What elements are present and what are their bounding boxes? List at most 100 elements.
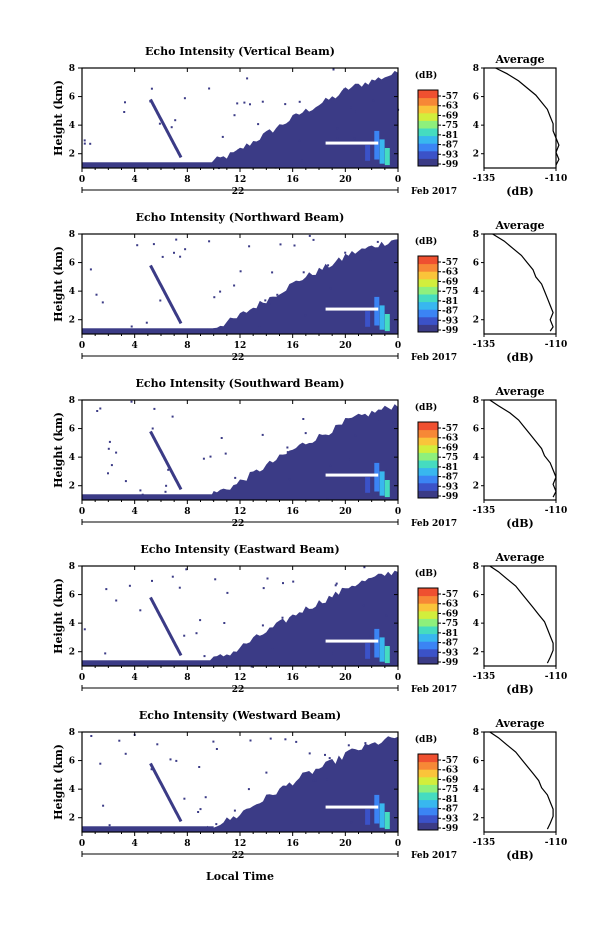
echo-speckle <box>185 568 188 571</box>
echo-speckle <box>124 101 126 104</box>
echo-speckle <box>118 739 121 742</box>
colorbar: (dB) -57-63-69-75-81-87-93-99 <box>415 70 458 170</box>
avg-x-label: (dB) <box>506 849 533 862</box>
colorbar-swatch <box>418 112 438 121</box>
colorbar-unit: (dB) <box>415 236 437 247</box>
avg-y-tick-label: 8 <box>473 728 479 738</box>
descending-streak <box>149 430 183 491</box>
y-tick-label: 8 <box>69 64 75 74</box>
echo-speckle <box>304 432 307 435</box>
echo-speckle <box>354 434 357 437</box>
colorbar-swatch <box>418 822 438 831</box>
colorbar-tick-label: -93 <box>442 316 458 326</box>
echo-field <box>82 234 398 334</box>
average-line <box>492 233 554 332</box>
echo-speckle <box>302 271 305 274</box>
echo-core <box>384 148 390 166</box>
echo-speckle <box>209 455 212 458</box>
avg-y-tick-label: 6 <box>473 591 479 601</box>
echo-speckle <box>156 743 159 746</box>
date-month-label: Feb 2017 <box>411 685 457 695</box>
colorbar-swatch <box>418 429 438 438</box>
echo-speckle <box>349 643 352 646</box>
echo-speckle <box>385 469 388 472</box>
x-tick-label: 0 <box>79 507 85 517</box>
x-tick-label: 4 <box>132 175 138 185</box>
y-axis-label: Height (km) <box>52 744 65 820</box>
echo-speckle <box>141 329 143 332</box>
echo-speckle <box>183 634 186 637</box>
echo-speckle <box>265 661 268 664</box>
panel-1: Echo Intensity (Northward Beam)0 4 8 12 16 20… <box>52 211 567 364</box>
echo-speckle <box>326 778 328 781</box>
echo-speckle <box>387 743 390 746</box>
echo-speckle <box>216 492 219 495</box>
avg-y-tick-label: 2 <box>473 316 479 326</box>
echo-speckle <box>107 472 109 475</box>
echo-speckle <box>261 433 264 436</box>
echo-speckle <box>89 268 92 271</box>
echo-speckle <box>83 628 86 631</box>
echo-speckle <box>175 238 178 241</box>
echo-speckle <box>224 452 227 455</box>
colorbar-swatch <box>418 769 438 778</box>
x-tick-label: 16 <box>286 839 299 849</box>
colorbar-swatch <box>418 799 438 808</box>
avg-y-tick-label: 8 <box>473 562 479 572</box>
colorbar-swatch <box>418 278 438 287</box>
average-frame <box>483 399 557 501</box>
echo-speckle <box>222 662 224 665</box>
y-axis-label: Height (km) <box>52 246 65 322</box>
echo-speckle <box>104 652 107 655</box>
echo-speckle <box>392 421 395 424</box>
avg-x-label: (dB) <box>506 351 533 364</box>
colorbar-tick-label: -69 <box>442 609 458 619</box>
echo-core <box>365 477 371 493</box>
echo-speckle <box>99 762 102 765</box>
echo-speckle <box>312 238 315 241</box>
descending-streak <box>149 98 183 159</box>
date-day-label: 22 <box>232 353 245 363</box>
echo-speckle <box>246 77 249 80</box>
colorbar-swatch <box>418 309 438 318</box>
colorbar-unit: (dB) <box>415 568 437 579</box>
date-month-label: Feb 2017 <box>411 187 457 197</box>
avg-x-label: (dB) <box>506 683 533 696</box>
echo-core <box>379 471 385 496</box>
echo-speckle <box>89 142 92 145</box>
avg-y-tick-label: 6 <box>473 259 479 269</box>
echo-speckle <box>195 632 198 635</box>
echo-speckle <box>327 264 330 267</box>
echo-speckle <box>203 655 206 658</box>
panel-0: Echo Intensity (Vertical Beam) 0 4 8 12 16 20 0… <box>52 45 567 198</box>
avg-y-tick-label: 8 <box>473 230 479 240</box>
x-tick-label: 20 <box>339 673 352 683</box>
echo-speckle <box>107 447 110 450</box>
echo-speckle <box>178 586 181 589</box>
x-tick-label: 20 <box>339 839 352 849</box>
colorbar-unit: (dB) <box>415 734 437 745</box>
echo-core <box>379 637 385 662</box>
colorbar-swatch <box>418 120 438 129</box>
echo-speckle <box>377 159 380 162</box>
echo-speckle <box>197 811 200 813</box>
echo-gap <box>325 307 379 311</box>
colorbar-swatch <box>418 807 438 816</box>
echo-speckle <box>220 437 223 439</box>
colorbar-swatch <box>418 595 438 604</box>
echo-speckle <box>130 325 133 328</box>
echo-speckle <box>292 580 295 583</box>
y-tick-label: 4 <box>69 121 75 131</box>
echo-speckle <box>350 821 353 824</box>
echo-speckle <box>199 619 202 622</box>
echo-speckle <box>149 100 152 103</box>
echo-speckle <box>286 446 289 449</box>
x-tick-label: 12 <box>234 507 247 517</box>
colorbar-tick-label: -93 <box>442 648 458 658</box>
colorbar-tick-label: -69 <box>442 277 458 287</box>
y-tick-label: 8 <box>69 396 75 406</box>
colorbar-swatch <box>418 776 438 785</box>
colorbar-frame <box>417 89 439 167</box>
x-tick-label: 0 <box>395 673 401 683</box>
echo-speckle <box>298 100 301 103</box>
